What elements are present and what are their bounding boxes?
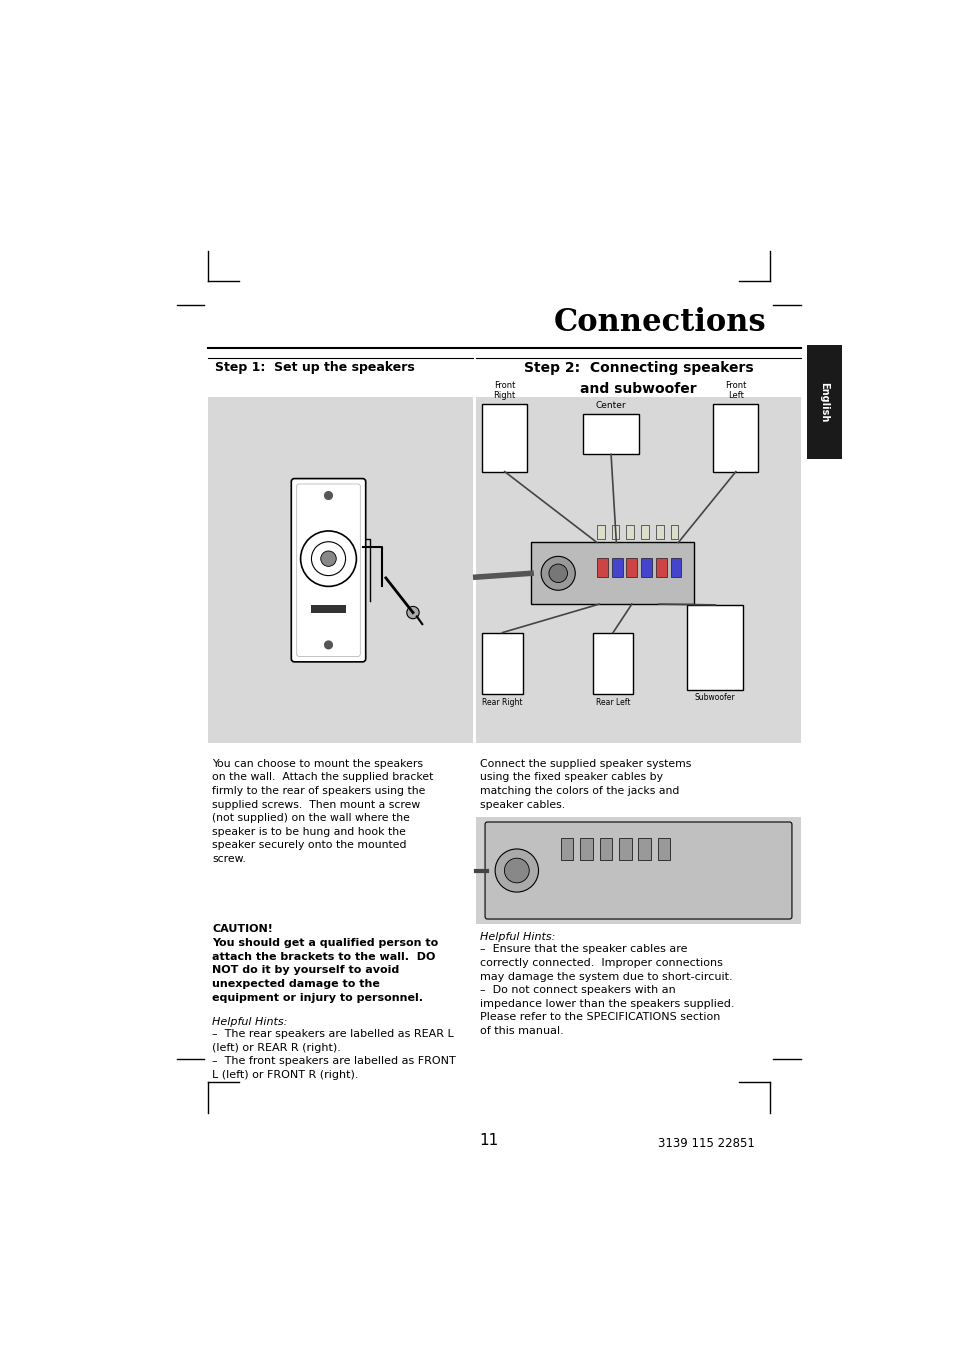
Circle shape [406,607,418,619]
Bar [593,632,633,694]
Text: Step 1:  Set up the speakers: Step 1: Set up the speakers [214,361,414,374]
FancyBboxPatch shape [484,821,791,919]
Bar [655,558,666,577]
Text: Connect the supplied speaker systems
using the fixed speaker cables by
matching : Connect the supplied speaker systems usi… [479,759,690,809]
Bar [626,524,634,539]
Circle shape [504,858,529,882]
Bar [640,558,651,577]
Text: You can choose to mount the speakers
on the wall.  Attach the supplied bracket
f: You can choose to mount the speakers on … [212,759,434,865]
Circle shape [324,642,332,648]
Circle shape [540,557,575,590]
Bar [611,524,618,539]
Bar [599,838,612,859]
Bar [626,558,637,577]
Circle shape [495,848,537,892]
Text: Subwoofer: Subwoofer [694,693,735,703]
Text: –  The rear speakers are labelled as REAR L
(left) or REAR R (right).
–  The fro: – The rear speakers are labelled as REAR… [212,1029,456,1079]
Text: Rear Left: Rear Left [596,698,630,707]
Bar [655,524,663,539]
Text: Helpful Hints:: Helpful Hints: [479,932,555,942]
Bar [658,838,670,859]
Bar [618,838,631,859]
Text: and subwoofer: and subwoofer [579,381,696,396]
Text: Center: Center [595,401,626,411]
Text: Helpful Hints:: Helpful Hints: [212,1017,287,1027]
Bar [597,558,607,577]
Bar [482,404,527,471]
Circle shape [320,551,335,566]
Text: English: English [819,382,828,422]
Bar [476,816,801,924]
Bar [686,605,742,689]
Bar [638,838,650,859]
Bar [579,838,592,859]
Text: –  Ensure that the speaker cables are
correctly connected.  Improper connections: – Ensure that the speaker cables are cor… [479,944,734,1036]
Bar [531,543,693,604]
Bar [582,415,639,454]
FancyBboxPatch shape [291,478,365,662]
Bar [670,558,680,577]
Bar [482,632,522,694]
Text: Front
Right: Front Right [493,381,516,400]
Text: Front
Left: Front Left [724,381,746,400]
Bar [670,524,678,539]
Circle shape [324,492,332,500]
Text: Step 2:  Connecting speakers: Step 2: Connecting speakers [523,361,753,374]
Bar [611,558,622,577]
Bar [208,397,472,743]
Text: 11: 11 [478,1132,498,1147]
Bar [806,346,841,458]
Bar [560,838,573,859]
Text: CAUTION!: CAUTION! [212,924,273,935]
Bar [640,524,648,539]
Bar [311,605,345,612]
Text: You should get a qualified person to
attach the brackets to the wall.  DO
NOT do: You should get a qualified person to att… [212,939,438,1002]
Text: 3139 115 22851: 3139 115 22851 [658,1138,754,1150]
Bar [713,404,758,471]
Bar [597,524,604,539]
Bar [476,397,801,743]
Text: Connections: Connections [553,307,765,338]
Circle shape [548,565,567,582]
Text: Rear Right: Rear Right [481,698,522,707]
